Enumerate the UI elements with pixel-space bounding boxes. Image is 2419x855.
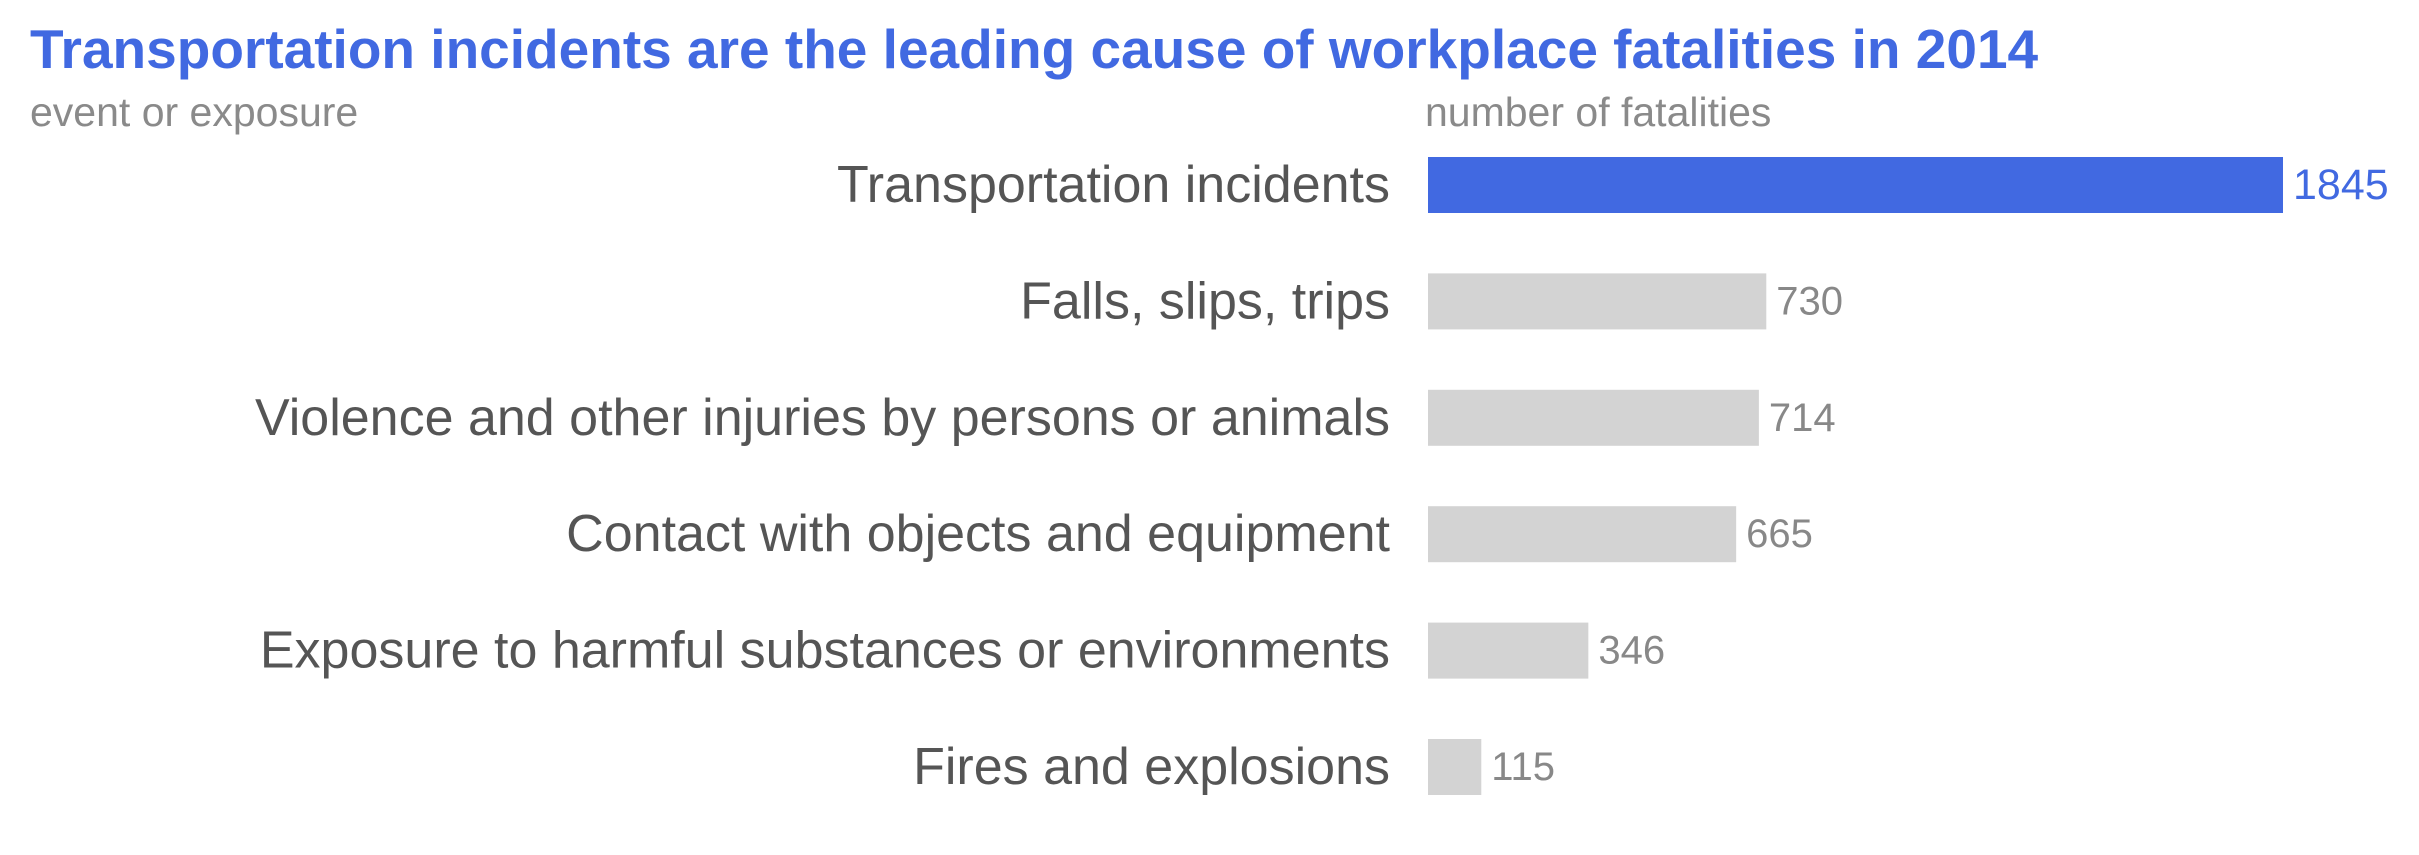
y-axis-label: event or exposure — [30, 89, 359, 135]
category-label: Contact with objects and equipment — [566, 505, 1390, 563]
bar — [1428, 273, 1767, 330]
value-label: 714 — [1769, 396, 1836, 440]
bar — [1428, 506, 1737, 563]
category-label: Transportation incidents — [837, 156, 1390, 214]
category-label: Fires and explosions — [913, 738, 1390, 796]
value-label: 115 — [1491, 745, 1555, 789]
value-label: 346 — [1598, 629, 1665, 673]
category-label: Falls, slips, trips — [1020, 272, 1390, 330]
bar — [1428, 157, 2283, 213]
bar — [1428, 622, 1589, 679]
value-label: 1845 — [2293, 161, 2389, 209]
value-label: 730 — [1776, 279, 1843, 323]
category-label: Violence and other injuries by persons o… — [255, 389, 1390, 447]
value-label: 665 — [1746, 512, 1813, 556]
category-label: Exposure to harmful substances or enviro… — [260, 622, 1390, 680]
bar — [1428, 739, 1482, 795]
bar — [1428, 389, 1759, 446]
x-axis-label: number of fatalities — [1425, 89, 1772, 135]
chart-title: Transportation incidents are the leading… — [30, 18, 2039, 80]
